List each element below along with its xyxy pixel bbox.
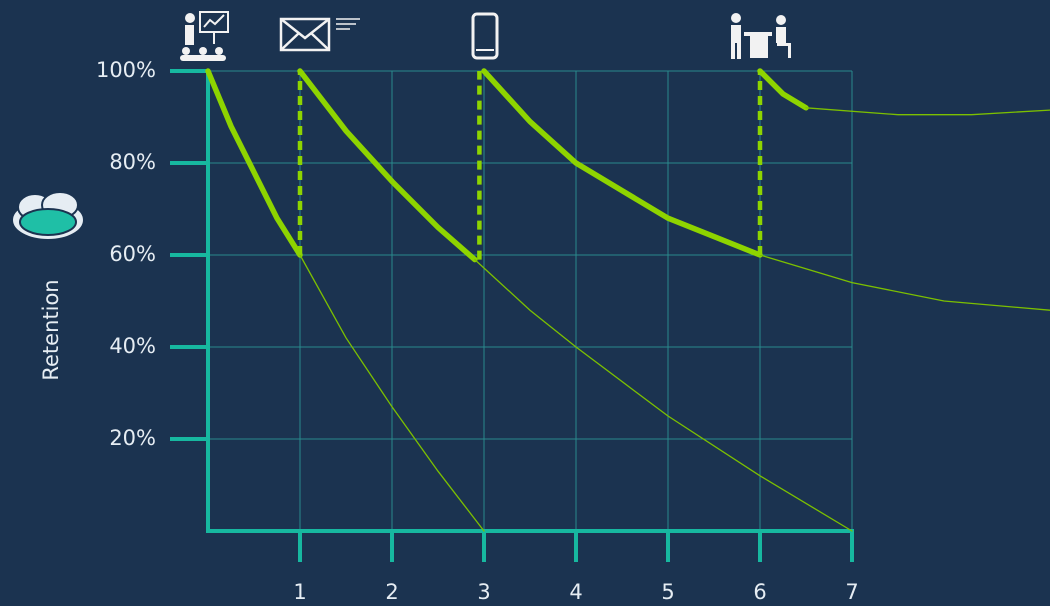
retention-curve bbox=[299, 254, 485, 532]
brain-icon bbox=[11, 191, 85, 241]
retention-curve bbox=[481, 68, 763, 258]
retention-curve bbox=[805, 107, 1050, 116]
retention-curve bbox=[474, 258, 853, 532]
x-tick-label: 5 bbox=[661, 580, 674, 604]
y-tick-label: 40% bbox=[109, 334, 156, 358]
y-axis-label: Retention bbox=[39, 279, 63, 380]
y-tick-label: 20% bbox=[109, 426, 156, 450]
x-tick-label: 1 bbox=[293, 580, 306, 604]
x-tick-label: 2 bbox=[385, 580, 398, 604]
meeting-icon bbox=[731, 13, 791, 59]
retention-curve bbox=[205, 68, 303, 258]
x-tick-label: 3 bbox=[477, 580, 490, 604]
y-tick-label: 80% bbox=[109, 150, 156, 174]
phone-icon bbox=[471, 12, 499, 60]
x-tick-label: 6 bbox=[753, 580, 766, 604]
retention-curve bbox=[297, 68, 478, 263]
y-tick-label: 60% bbox=[109, 242, 156, 266]
y-tick-label: 100% bbox=[96, 58, 156, 82]
x-tick-label: 7 bbox=[845, 580, 858, 604]
retention-curve bbox=[759, 254, 1050, 311]
email-icon bbox=[279, 17, 360, 52]
presentation-icon bbox=[180, 11, 229, 61]
x-tick-label: 4 bbox=[569, 580, 582, 604]
retention-curve bbox=[757, 68, 809, 111]
